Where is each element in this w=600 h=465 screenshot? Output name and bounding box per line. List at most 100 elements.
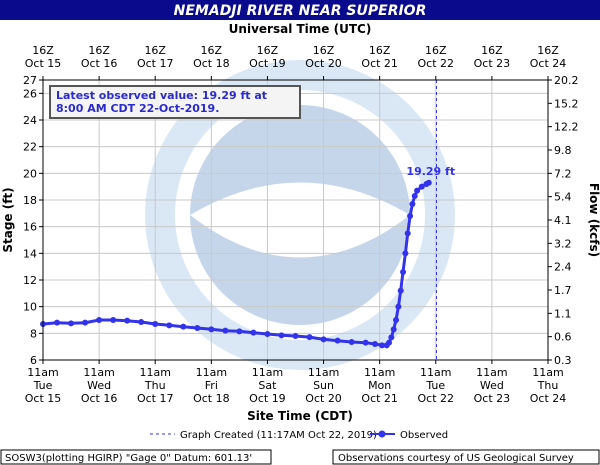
data-point: [400, 269, 407, 275]
y-tick-label: 26: [23, 87, 37, 100]
y-tick-label: 16: [23, 221, 37, 234]
y-axis-label: Stage (ft): [1, 187, 15, 252]
y2-tick-label: 4.1: [554, 214, 572, 227]
y-tick-label: 8: [30, 327, 37, 340]
legend-observed-label: Observed: [400, 430, 448, 441]
plot-frame: [42, 79, 549, 361]
data-point: [371, 341, 378, 347]
data-point: [236, 328, 243, 335]
data-point: [407, 213, 414, 219]
legend-observed-dot: [378, 430, 386, 438]
noaa-watermark: [145, 60, 455, 370]
data-point: [418, 183, 425, 190]
data-point: [292, 333, 299, 339]
x-axis-label: Site Time (CDT): [247, 409, 353, 423]
x2-tick-label: 16Z Oct 23: [474, 44, 511, 70]
top-axis-label: Universal Time (UTC): [229, 22, 372, 36]
data-point: [306, 334, 313, 341]
y-tick-label: 12: [23, 274, 37, 287]
x-tick-label: 11am Mon Oct 21: [361, 366, 398, 405]
x2-tick-label: 16Z Oct 19: [249, 44, 286, 70]
y2-tick-label: 0.6: [554, 331, 572, 344]
data-point: [68, 320, 75, 327]
y-tick-label: 20: [23, 167, 37, 180]
data-point: [414, 187, 421, 194]
data-point: [362, 339, 369, 346]
y2-tick-label: 1.7: [554, 284, 572, 297]
x-tick-label: 11am Wed Oct 16: [81, 366, 118, 405]
x2-tick-label: 16Z Oct 20: [305, 44, 342, 70]
data-point: [395, 303, 402, 310]
y-tick-label: 6: [30, 354, 37, 367]
data-point: [386, 339, 393, 346]
y2-tick-label: 7.2: [554, 167, 572, 180]
y-tick-label: 10: [23, 301, 37, 314]
y2-tick-label: 5.4: [554, 191, 572, 204]
data-point: [180, 323, 187, 330]
x-tick-label: 11am Tue Oct 22: [418, 366, 455, 405]
data-point: [166, 322, 173, 329]
y-tick-label: 18: [23, 194, 37, 207]
y2-tick-label: 9.8: [554, 144, 572, 157]
y2-tick-label: 2.4: [554, 261, 572, 274]
x-tick-label: 11am Sat Oct 19: [249, 366, 286, 405]
data-point: [397, 287, 404, 294]
data-point: [278, 332, 285, 339]
footer-left-box: [0, 449, 272, 465]
y-tick-label: 27: [23, 74, 37, 87]
data-point: [54, 319, 61, 326]
data-point: [138, 319, 145, 325]
data-point: [320, 336, 327, 343]
plot-area: [43, 80, 548, 360]
y2-tick-label: 12.2: [554, 121, 579, 134]
data-point: [348, 339, 355, 345]
y2-tick-label: 20.2: [554, 74, 579, 87]
x2-tick-label: 16Z Oct 22: [418, 44, 455, 70]
data-point: [393, 317, 400, 323]
data-point: [264, 331, 271, 337]
x-tick-label: 11am Tue Oct 15: [25, 366, 62, 405]
x-tick-label: 11am Thu Oct 17: [137, 366, 174, 405]
x2-tick-label: 16Z Oct 17: [137, 44, 174, 70]
annotation: Latest observed value: 19.29 ft at 8:00 …: [49, 85, 301, 119]
data-point: [425, 179, 432, 186]
data-point: [124, 317, 131, 324]
data-point: [388, 334, 395, 341]
data-point: [411, 193, 418, 199]
footer-left: SOSW3(plotting HGIRP) "Gage 0" Datum: 60…: [5, 453, 252, 464]
y-tick-label: 24: [23, 114, 37, 127]
data-point: [390, 326, 397, 333]
x2-tick-label: 16Z Oct 21: [361, 44, 398, 70]
x2-tick-label: 16Z Oct 15: [25, 44, 62, 70]
chart-title: NEMADJI RIVER NEAR SUPERIOR: [174, 3, 427, 19]
x-tick-label: 11am Wed Oct 23: [474, 366, 511, 405]
x2-tick-label: 16Z Oct 24: [530, 44, 567, 70]
footer-right: Observations courtesy of US Geological S…: [338, 453, 574, 464]
footer-right-box: [332, 449, 600, 465]
data-point: [208, 326, 215, 333]
data-point: [404, 230, 411, 237]
y-tick-label: 22: [23, 141, 37, 154]
data-point: [409, 201, 416, 207]
data-point: [379, 342, 386, 349]
data-point: [194, 325, 201, 331]
data-point: [152, 321, 159, 327]
y2-tick-label: 1.1: [554, 307, 572, 320]
data-point: [110, 317, 117, 323]
y2-axis-label: Flow (kcfs): [587, 183, 600, 257]
data-point: [250, 329, 257, 336]
data-point: [222, 327, 229, 334]
x-tick-label: 11am Sun Oct 20: [305, 366, 342, 405]
x2-tick-label: 16Z Oct 18: [193, 44, 230, 70]
data-point: [82, 319, 89, 326]
legend-created-label: Graph Created (11:17AM Oct 22, 2019): [180, 430, 377, 441]
y-tick-label: 14: [23, 247, 37, 260]
y2-tick-label: 0.3: [554, 354, 572, 367]
point-label: 19.29 ft: [406, 165, 455, 178]
y2-tick-label: 15.2: [554, 97, 579, 110]
x-tick-label: 11am Fri Oct 18: [193, 366, 230, 405]
x2-tick-label: 16Z Oct 16: [81, 44, 118, 70]
title-bar: [0, 0, 600, 20]
